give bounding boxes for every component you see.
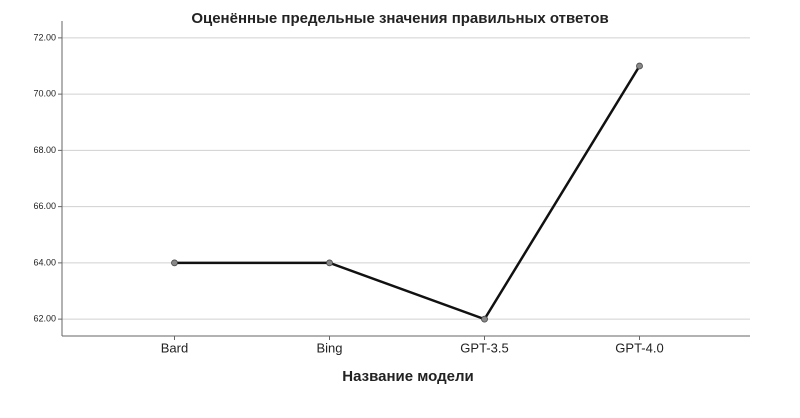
y-tick-label: 64.00: [33, 257, 56, 267]
x-tick-label: GPT-3.5: [460, 340, 508, 355]
y-tick-label: 66.00: [33, 201, 56, 211]
marker: [636, 62, 643, 70]
x-axis-title: Название модели: [342, 368, 473, 385]
y-tick-label: 70.00: [33, 89, 56, 99]
y-tick-label: 62.00: [33, 314, 56, 324]
chart-title: Оценённые предельные значения правильных…: [191, 10, 608, 27]
y-tick-label: 72.00: [33, 32, 56, 42]
marker: [171, 259, 178, 267]
marker: [326, 259, 333, 267]
marker: [481, 315, 488, 323]
y-tick-label: 68.00: [33, 145, 56, 155]
x-tick-label: Bard: [161, 340, 188, 355]
x-tick-label: Bing: [316, 340, 342, 355]
line: [174, 65, 641, 321]
x-tick-label: GPT-4.0: [615, 340, 663, 355]
